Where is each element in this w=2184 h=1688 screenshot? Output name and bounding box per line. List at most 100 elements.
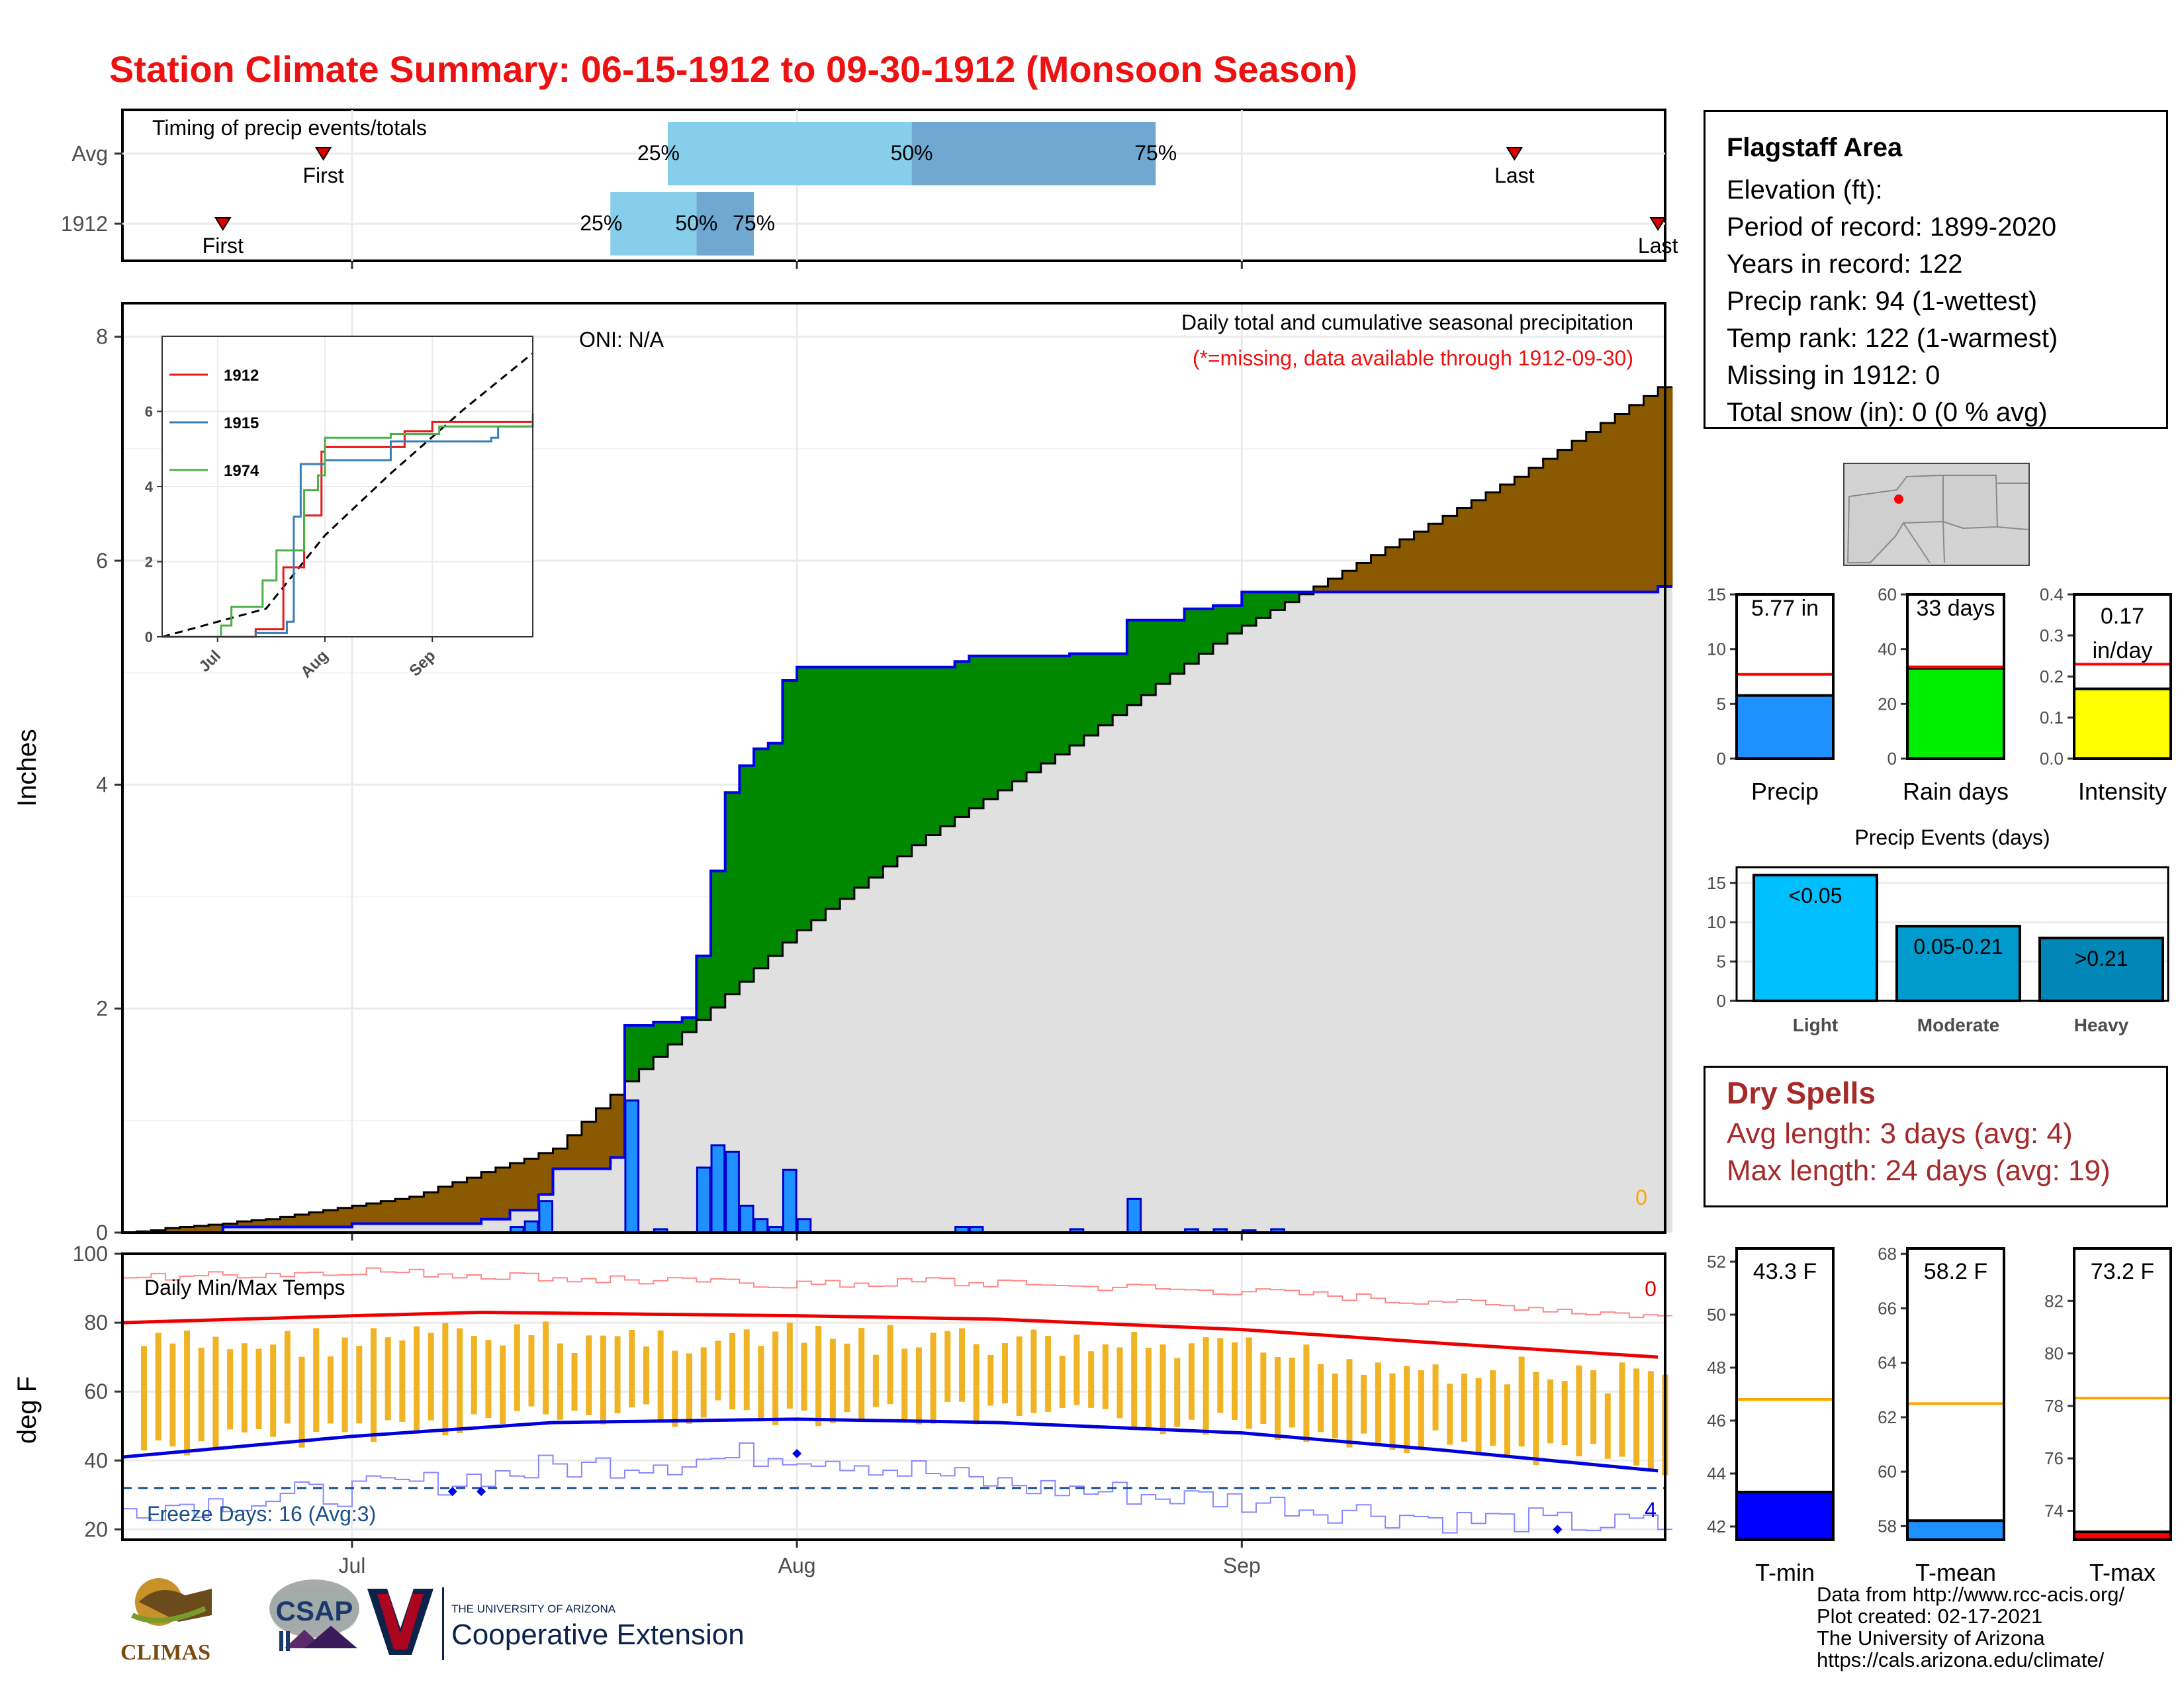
tmean-bg — [1907, 1248, 2004, 1540]
quartile-bar-25-50 — [610, 192, 697, 256]
events-ytick-label: 10 — [1707, 912, 1726, 932]
tmean-ytick-label: 58 — [1878, 1516, 1897, 1536]
temp-summary-charts: 42 44 46 48 50 52 T-min 43.3 F 58 60 62 64 66 68 T-mea… — [1707, 1244, 2172, 1586]
deficit-area — [1514, 477, 1529, 592]
intensity-bar — [2073, 687, 2172, 760]
deficit-area — [1399, 539, 1415, 592]
tmin-ytick-label: 52 — [1707, 1252, 1726, 1272]
intensity-frame — [2073, 593, 2172, 760]
marker-label-last: Last — [1494, 164, 1535, 187]
surplus-area — [1285, 592, 1300, 602]
deficit-area — [351, 1205, 367, 1224]
intensity-ytick-label: 0.4 — [2040, 585, 2064, 604]
record-max-line — [122, 1267, 1672, 1319]
tmax-ytick-label: 76 — [2044, 1448, 2064, 1468]
events-frame — [1735, 866, 2169, 1002]
intensity-ytick-label: 0.0 — [2040, 749, 2064, 769]
surplus-area — [1169, 620, 1185, 674]
station-snow: Total snow (in): 0 (0 % avg) — [1727, 398, 2048, 427]
raindays-ytick-label: 40 — [1878, 639, 1897, 659]
precip-panel: 0 2 4 6 8 Daily total and cumulative seasonal… — [13, 302, 1673, 1244]
timing-title: Timing of precip events/totals — [152, 116, 427, 140]
main-note: (*=missing, data available through 1912-… — [1193, 346, 1633, 370]
deficit-area — [510, 1163, 525, 1211]
surplus-area — [897, 667, 913, 857]
inset-legend-label: 1915 — [224, 414, 259, 432]
precip-bar — [1735, 694, 1835, 760]
surplus-area — [667, 1021, 683, 1045]
surplus-area — [1256, 592, 1271, 618]
marker-label-last: Last — [1638, 234, 1678, 258]
quartile-bar-25-50 — [667, 122, 912, 185]
surplus-area — [754, 749, 769, 968]
surplus-area — [811, 667, 827, 921]
precip-events-chart: Precip Events (days) 0 5 10 15 <0.05 Light 0.05… — [1707, 825, 2169, 1035]
surplus-area — [1113, 653, 1128, 716]
tmax-ytick-label: 82 — [2044, 1291, 2064, 1311]
station-missing: Missing in 1912: 0 — [1727, 361, 1940, 390]
surplus-area — [825, 667, 841, 910]
events-ytick-label: 5 — [1717, 952, 1726, 972]
surplus-area — [1156, 620, 1171, 684]
precip-value: 5.77 in — [1751, 596, 1819, 621]
station-precip-rank: Precip rank: 94 (1-wettest) — [1727, 287, 2038, 316]
deficit-area — [1557, 449, 1572, 592]
precip-ytick-label: 5 — [1717, 694, 1726, 714]
deficit-area — [1313, 586, 1329, 592]
deficit-area — [409, 1196, 424, 1224]
record-low-marker — [792, 1448, 802, 1458]
surplus-area — [739, 765, 754, 982]
deficit-area — [208, 1225, 224, 1233]
record-low-marker — [447, 1487, 457, 1497]
inset-ytick-label: 4 — [145, 479, 154, 495]
raindays-label: Rain days — [1903, 778, 2009, 805]
surplus-area — [1242, 592, 1257, 626]
surplus-area — [696, 956, 711, 1020]
dry-spells-box: Dry Spells Avg length: 3 days (avg: 4) M… — [1704, 1066, 2168, 1207]
deficit-area — [381, 1201, 396, 1224]
dry-spells-title: Dry Spells — [1727, 1076, 1876, 1110]
deficit-area — [481, 1172, 496, 1219]
csap-logo: CSAP — [269, 1579, 359, 1651]
timing-row-label: Avg — [71, 142, 108, 165]
events-bin-label: >0.21 — [2075, 947, 2128, 970]
main-ytick-label: 0 — [96, 1221, 108, 1244]
deficit-area — [467, 1178, 482, 1224]
station-temp-rank: Temp rank: 122 (1-warmest) — [1727, 324, 2058, 353]
station-years: Years in record: 122 — [1727, 250, 1963, 279]
surplus-area — [711, 870, 726, 1008]
temp-xtick-label: Aug — [778, 1554, 816, 1577]
climas-logo: CLIMAS — [120, 1578, 212, 1665]
quartile-label-50: 50% — [891, 141, 933, 165]
csap-text: CSAP — [276, 1595, 353, 1626]
main-caption: Daily total and cumulative seasonal prec… — [1181, 310, 1633, 334]
intensity-ytick-label: 0.3 — [2040, 626, 2064, 645]
timing-panel: Avg 1912 Timing of precip events/totals 25%… — [61, 109, 1678, 269]
marker-first — [214, 217, 232, 231]
events-category-label: Moderate — [1917, 1015, 1999, 1035]
deficit-area — [1643, 396, 1659, 592]
inset-legend-label: 1912 — [224, 367, 259, 385]
deficit-area — [323, 1210, 338, 1227]
tmax-value: 73.2 F — [2091, 1259, 2154, 1284]
deficit-area — [295, 1214, 310, 1227]
tmax-ytick-label: 80 — [2044, 1344, 2064, 1364]
average-cumulative-line — [122, 386, 1672, 1234]
credit-plot-created: Plot created: 02-17-2021 — [1817, 1605, 2043, 1628]
inset-frame — [161, 336, 533, 637]
surplus-area — [1199, 608, 1214, 654]
record-low-marker — [1553, 1524, 1563, 1534]
climas-text: CLIMAS — [120, 1640, 210, 1665]
temp-ytick-label: 60 — [84, 1380, 108, 1403]
precip-frame — [1735, 593, 1835, 760]
deficit-area — [366, 1203, 381, 1224]
station-marker — [1894, 494, 1903, 504]
deficit-area — [1629, 404, 1645, 592]
quartile-label-50: 50% — [675, 211, 717, 235]
intensity-ytick-label: 0.1 — [2040, 708, 2064, 727]
surplus-area — [782, 680, 797, 943]
main-frame — [121, 302, 1666, 1234]
deficit-area — [1586, 432, 1602, 592]
ua-big-text: Cooperative Extension — [451, 1618, 745, 1651]
